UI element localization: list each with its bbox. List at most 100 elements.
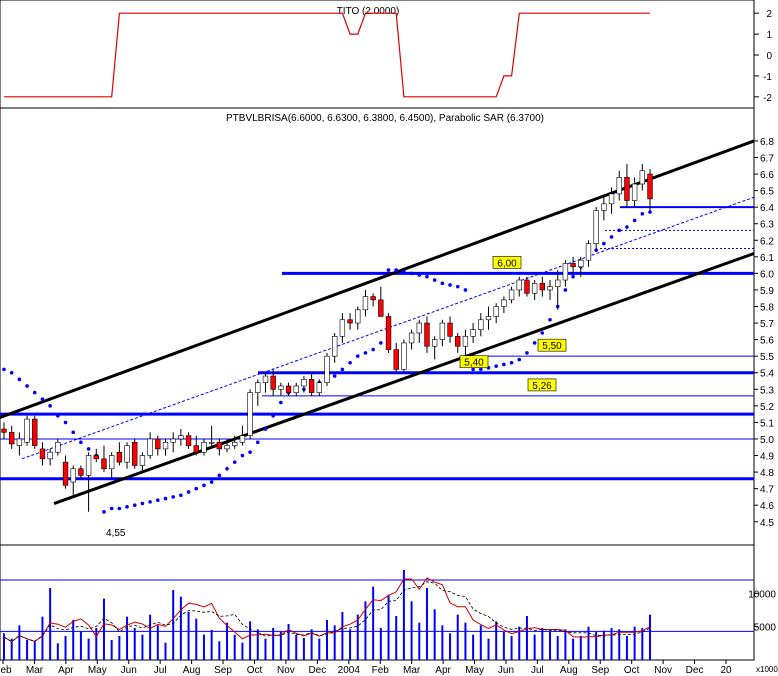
sar-dot [640, 211, 645, 216]
oscillator-fast-line [3, 577, 651, 643]
price-tick-label: 5.2 [760, 402, 774, 413]
candle-up [416, 322, 422, 334]
candle-up [355, 309, 361, 324]
candle-up [470, 329, 476, 337]
level-label-box [527, 378, 557, 392]
candle-down [185, 435, 192, 446]
candle-up [201, 441, 207, 453]
candle-down [447, 322, 453, 337]
x-tick-label: Mar [26, 665, 44, 676]
x-tick-label: Oct [624, 665, 640, 676]
tito-axis: 2 1 0 -1 -2 [754, 9, 772, 104]
sar-dot [525, 351, 529, 355]
tito-tick-label: -1 [763, 72, 772, 83]
sar-dot [602, 241, 606, 246]
x-tick-label: May [88, 665, 107, 676]
sar-dot [140, 501, 145, 506]
candle-down [524, 279, 530, 294]
x-tick-label: Sep [214, 665, 232, 676]
price-tick-label: 4.8 [760, 468, 774, 479]
sar-dot [386, 268, 391, 272]
channel-mid-line [21, 196, 755, 460]
sar-dot [186, 490, 191, 494]
sar-dot [609, 235, 614, 239]
sar-dot [225, 466, 229, 471]
price-tick-label: 4.9 [760, 452, 774, 463]
x-tick-label: Jun [121, 665, 137, 676]
candle-up [431, 339, 438, 347]
candle-up [408, 332, 415, 344]
sar-dot [563, 288, 568, 292]
sar-dot [209, 480, 214, 484]
candle-down [393, 349, 399, 370]
candle-up [585, 243, 592, 261]
candle-down [370, 296, 376, 301]
candle-up [147, 438, 153, 456]
sar-dot [271, 413, 275, 418]
price-title: PTBVLBRISA(6.6000, 6.6300, 6.3800, 6.450… [226, 113, 544, 124]
candle-up [639, 170, 645, 185]
sar-dot [9, 370, 14, 375]
candle-up [178, 435, 184, 440]
sar-dot [171, 495, 175, 499]
candle-down [9, 432, 15, 445]
candle-up [501, 299, 507, 307]
candle-down [378, 299, 384, 317]
volume-series [3, 570, 651, 660]
price-tick-label: 4.6 [760, 501, 774, 512]
candle-up [70, 468, 76, 483]
candle-up [462, 336, 469, 347]
candle-down [285, 385, 292, 393]
sar-dot [348, 361, 352, 365]
candle-up [232, 441, 238, 446]
parabolic-sar-series [2, 210, 652, 514]
tito-tick-label: -2 [763, 93, 772, 104]
x-tick-label: 2004 [338, 665, 361, 676]
sar-dot [502, 362, 506, 367]
candle-down [116, 451, 123, 463]
price-axis: 6.8 6.7 6.6 6.5 6.4 6.3 6.2 6.1 6.0 5.9 5.8 5.7 5.6 5… [754, 137, 774, 529]
candle-up [508, 289, 515, 301]
volume-axis: 10000 5000 [0, 579, 776, 634]
sar-dot [625, 225, 629, 229]
candle-up [616, 177, 622, 195]
candle-down [216, 441, 223, 450]
x-tick-label: Sep [591, 665, 609, 676]
x-tick-label: Apr [435, 665, 451, 676]
sar-dot [425, 274, 429, 279]
sar-dot [125, 505, 129, 509]
x-tick-label: Aug [560, 665, 578, 676]
x-tick-label: Feb [372, 665, 390, 676]
price-tick-label: 5.5 [760, 352, 774, 363]
sar-dot [402, 269, 406, 274]
candle-up [55, 441, 61, 453]
candle-up [239, 435, 246, 443]
sar-dot [63, 420, 68, 425]
x-axis: Feb Mar Apr May Jun Jul Aug Sep Oct Nov Dec 2004 Feb… [0, 660, 732, 676]
sar-dot [25, 384, 29, 388]
sar-dot [132, 503, 137, 507]
sar-dot [571, 274, 575, 279]
candle-up [493, 306, 499, 317]
price-tick-label: 5.3 [760, 385, 774, 396]
candle-down [193, 445, 199, 453]
level-label-text: 5,50 [542, 341, 562, 352]
sar-dot [156, 498, 160, 503]
x-tick-label: Dec [308, 665, 326, 676]
candle-down [308, 379, 315, 393]
candle-up [362, 296, 369, 311]
sar-dot [379, 341, 383, 345]
candle-up [139, 455, 146, 466]
channel-lower-line [53, 252, 755, 505]
sar-dot [548, 317, 552, 322]
candle-down [570, 263, 576, 268]
sar-dot [217, 473, 222, 478]
price-tick-label: 5.9 [760, 286, 774, 297]
candle-up [293, 385, 299, 393]
sar-dot [479, 367, 483, 372]
candle-up [562, 263, 569, 281]
sar-dot [109, 506, 114, 511]
price-tick-label: 6.3 [760, 220, 774, 231]
candle-down [62, 461, 69, 486]
candle-down [78, 468, 84, 476]
